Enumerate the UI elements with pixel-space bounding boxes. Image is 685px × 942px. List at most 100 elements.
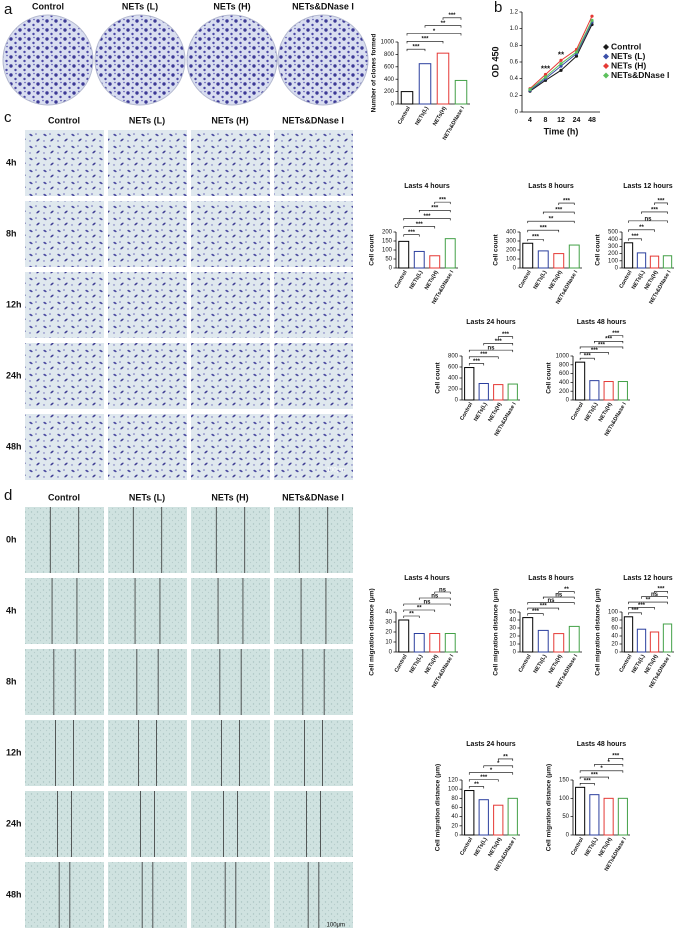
- significance-label: ***: [651, 207, 659, 213]
- bar: [522, 242, 534, 269]
- column-header: NETs&DNase I: [282, 115, 344, 125]
- bar: [429, 633, 441, 653]
- panel-label: b: [494, 0, 502, 16]
- significance-label: **: [441, 21, 446, 27]
- significance-label: ***: [439, 198, 447, 204]
- legend-marker: [603, 72, 609, 79]
- y-tick-label: 0: [515, 110, 519, 116]
- bar: [575, 786, 586, 836]
- y-tick-label: 80: [451, 796, 458, 802]
- y-axis-label: Cell count: [595, 233, 602, 265]
- y-axis-label: Number of clones formed: [371, 34, 378, 113]
- plate-image: [2, 14, 94, 106]
- x-tick-label: NETs(H): [424, 270, 440, 292]
- transwell-image: [25, 414, 104, 480]
- legend-label: NETs (L): [611, 51, 645, 61]
- scale-bar-label: 100μm: [327, 923, 345, 929]
- significance-bracket: [406, 48, 426, 52]
- y-tick-label: 200: [506, 248, 517, 254]
- y-axis-label: Cell count: [435, 361, 442, 393]
- y-tick-label: 400: [448, 376, 459, 382]
- transwell-image: [191, 272, 270, 338]
- row-label: 8h: [6, 228, 17, 238]
- significance-bracket: [418, 209, 451, 213]
- bar: [507, 797, 518, 836]
- y-tick-label: 1000: [556, 354, 570, 360]
- scratch-image: [25, 720, 104, 786]
- scratch-image: [274, 791, 353, 857]
- significance-bracket: [594, 764, 624, 767]
- x-tick-label: NETs(L): [414, 106, 430, 127]
- transwell-image: [108, 414, 187, 480]
- y-tick-label: 100: [506, 257, 517, 263]
- y-tick-label: 0.8: [510, 43, 519, 49]
- significance-label: ns: [644, 216, 652, 222]
- significance-bracket: [558, 202, 575, 206]
- chart-title: Lasts 12 hours: [623, 575, 673, 582]
- significance-label: ***: [631, 234, 639, 240]
- significance-bracket: [497, 336, 514, 339]
- y-tick-label: 60: [451, 805, 458, 811]
- significance-label: *: [600, 766, 603, 772]
- transwell-image: [25, 272, 104, 338]
- bar: [429, 255, 441, 269]
- significance-label: ***: [657, 587, 665, 593]
- chart-title: Lasts 8 hours: [528, 183, 574, 190]
- bar: [623, 242, 634, 269]
- x-axis-label: Time (h): [544, 126, 579, 136]
- significance-label: **: [474, 782, 479, 788]
- scratch-image: [274, 649, 353, 715]
- x-tick-label: NETs(H): [432, 106, 448, 128]
- significance-label: *: [497, 761, 500, 767]
- bar: [617, 381, 628, 401]
- significance-bracket: [542, 596, 575, 600]
- significance-label: ***: [563, 198, 571, 204]
- significance-label: ***: [532, 609, 540, 615]
- bar: [568, 244, 580, 269]
- significance-label: ***: [638, 603, 646, 609]
- significance-bracket: [641, 596, 668, 599]
- bar: [537, 629, 549, 653]
- bar: [413, 633, 425, 653]
- significance-bracket: [628, 229, 655, 232]
- x-tick-label: Control: [394, 269, 409, 289]
- y-tick-label: 200: [384, 89, 395, 95]
- y-tick-label: 1000: [381, 40, 395, 46]
- scale-bar-label: 100μm: [327, 468, 345, 474]
- significance-label: ***: [412, 45, 420, 51]
- y-tick-label: 0: [615, 650, 619, 656]
- x-tick-label: Control: [570, 836, 585, 856]
- significance-bracket: [654, 202, 668, 205]
- bar: [522, 617, 534, 653]
- significance-label: ***: [473, 359, 481, 365]
- scratch-image: [191, 791, 270, 857]
- point: [559, 64, 563, 68]
- y-tick-label: 800: [559, 362, 570, 368]
- significance-bracket: [527, 220, 575, 224]
- row-label: 8h: [6, 676, 17, 686]
- x-tick-label: Control: [459, 401, 474, 421]
- y-tick-label: 0: [566, 833, 570, 839]
- y-tick-label: 500: [608, 230, 619, 236]
- y-tick-label: 0.2: [510, 93, 519, 99]
- significance-label: ns: [547, 598, 555, 604]
- significance-bracket: [403, 234, 420, 237]
- y-tick-label: 100: [608, 258, 619, 264]
- bar: [568, 625, 580, 653]
- bar: [418, 63, 432, 105]
- row-label: 24h: [6, 818, 22, 828]
- bar: [398, 619, 410, 653]
- point: [559, 58, 563, 62]
- transwell-image: [191, 201, 270, 267]
- y-tick-label: 10: [509, 642, 516, 648]
- y-axis-label: Cell migration distance (μm): [369, 588, 376, 675]
- significance-bracket: [442, 17, 462, 20]
- bar: [553, 253, 565, 269]
- y-axis-label: Cell migration distance (μm): [595, 588, 602, 675]
- bar: [507, 383, 518, 401]
- significance-bracket: [654, 591, 668, 594]
- y-tick-label: 0: [615, 266, 619, 272]
- legend-label: NETs&DNase I: [611, 70, 669, 80]
- point: [543, 72, 548, 77]
- significance-bracket: [542, 211, 575, 215]
